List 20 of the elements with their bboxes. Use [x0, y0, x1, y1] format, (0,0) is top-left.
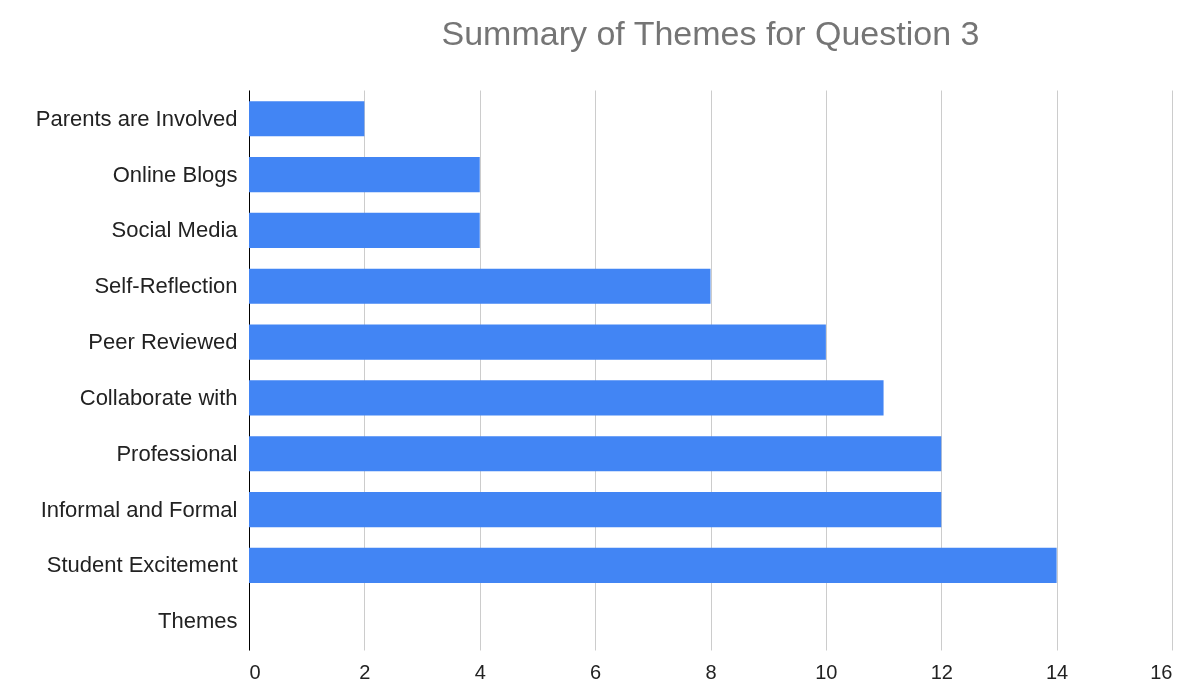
y-tick-label: Professional [116, 440, 238, 466]
y-tick-label: Collaborate with [79, 384, 238, 410]
y-tick-label: Informal and Formal [40, 496, 238, 522]
x-tick-label: 10 [815, 660, 838, 683]
y-tick-label: Peer Reviewed [88, 329, 238, 355]
x-tick-label: 0 [249, 660, 261, 683]
x-tick-label: 2 [359, 660, 371, 683]
y-tick-label: Themes [158, 608, 238, 634]
y-tick-label: Parents are Involved [35, 105, 238, 131]
x-tick-label: 8 [705, 660, 717, 683]
x-tick-label: 16 [1150, 660, 1173, 683]
y-tick-label: Self-Reflection [94, 273, 238, 299]
y-tick-label: Social Media [111, 217, 239, 243]
y-tick-label: Student Excitement [46, 552, 238, 578]
x-tick-label: 6 [590, 660, 602, 683]
x-tick-label: 4 [474, 660, 486, 683]
chart-title: Summary of Themes for Question 3 [441, 14, 980, 52]
x-tick-label: 12 [930, 660, 953, 683]
y-tick-label: Online Blogs [112, 161, 238, 187]
x-tick-label: 14 [1046, 660, 1069, 683]
